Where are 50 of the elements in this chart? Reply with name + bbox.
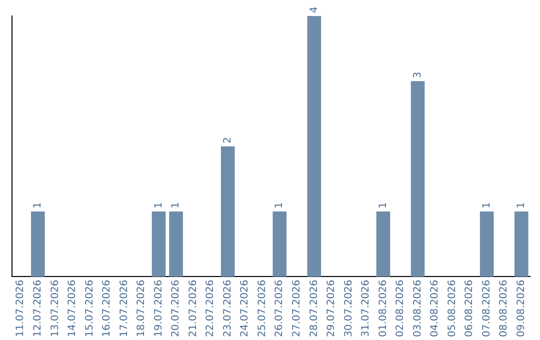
- x-tick-label: 06.08.2026: [464, 280, 476, 338]
- x-tick-label: 28.07.2026: [308, 280, 320, 338]
- x-tick-label: 11.07.2026: [15, 280, 26, 338]
- x-tick-label: 13.07.2026: [50, 280, 61, 338]
- x-tick-label: 05.08.2026: [446, 280, 458, 338]
- x-tick-label: 15.07.2026: [84, 280, 96, 338]
- x-tick-label: 24.07.2026: [240, 280, 251, 338]
- bar: [272, 212, 287, 277]
- x-tick-label: 25.07.2026: [256, 280, 268, 338]
- data-label: 4: [308, 6, 320, 13]
- x-tick-label: 27.07.2026: [291, 280, 302, 338]
- x-tick-label: 18.07.2026: [136, 280, 148, 338]
- data-label: 1: [481, 202, 492, 209]
- x-tick-label: 30.07.2026: [343, 280, 354, 338]
- bar: [220, 146, 235, 277]
- x-tick-label: 26.07.2026: [274, 280, 286, 338]
- x-tick-label: 03.08.2026: [412, 280, 424, 338]
- bar: [169, 212, 183, 277]
- x-tick-label: 07.08.2026: [481, 280, 492, 338]
- x-tick-label: 31.07.2026: [360, 280, 372, 338]
- data-label: 2: [222, 136, 234, 144]
- x-tick-label: 19.07.2026: [153, 280, 164, 338]
- x-tick-label: 22.07.2026: [205, 280, 216, 338]
- data-label: 1: [170, 202, 182, 209]
- x-tick-label: 29.07.2026: [326, 280, 338, 338]
- x-tick-label: 09.08.2026: [516, 280, 527, 338]
- data-label: 3: [412, 72, 424, 78]
- bar: [376, 212, 390, 277]
- data-label: 1: [378, 202, 389, 209]
- bar: [152, 212, 166, 277]
- bar: [514, 212, 528, 277]
- x-tick-label: 08.08.2026: [498, 280, 510, 338]
- bar: [307, 16, 322, 277]
- data-label: 1: [32, 202, 44, 209]
- x-tick-label: 17.07.2026: [118, 280, 130, 338]
- x-tick-label: 14.07.2026: [67, 280, 78, 338]
- data-label: 1: [516, 202, 527, 209]
- x-tick-label: 02.08.2026: [395, 280, 406, 338]
- x-tick-label: 23.07.2026: [222, 280, 234, 338]
- x-tick-label: 21.07.2026: [188, 280, 199, 338]
- x-tick-label: 20.07.2026: [170, 280, 182, 338]
- bar: [410, 81, 425, 277]
- x-tick-label: 01.08.2026: [378, 280, 389, 338]
- x-tick-label: 16.07.2026: [102, 280, 113, 338]
- data-label: 1: [153, 202, 164, 209]
- bar: [480, 212, 494, 277]
- data-label: 1: [274, 202, 286, 209]
- x-tick-label: 04.08.2026: [430, 280, 441, 338]
- x-tick-label: 12.07.2026: [32, 280, 44, 338]
- bar: [30, 212, 45, 277]
